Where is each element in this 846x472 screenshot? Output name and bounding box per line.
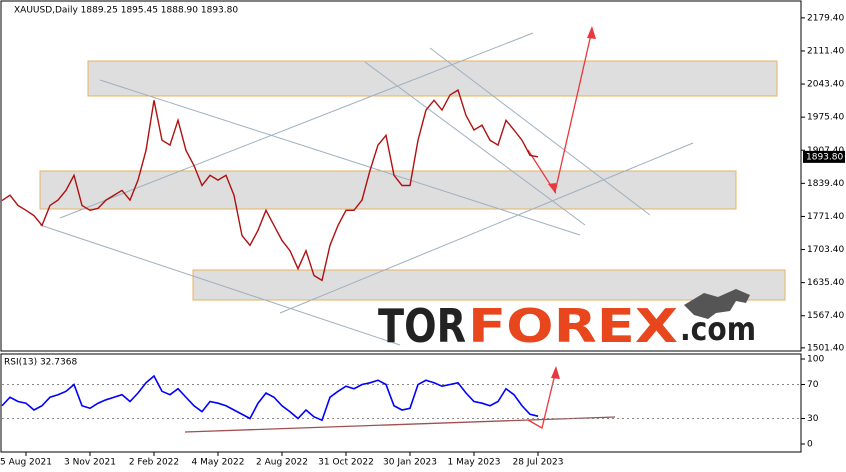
rsi-panel	[0, 353, 802, 453]
y-tick-label: 2043.40	[807, 80, 844, 90]
bull-icon	[684, 289, 750, 319]
x-tick-label: 28 Jul 2023	[513, 458, 564, 468]
support-zone	[192, 269, 786, 301]
y-tick-label: 1839.40	[807, 179, 844, 189]
y-tick-label: 1635.40	[807, 278, 844, 288]
trendline	[429, 47, 651, 216]
y-tick-label: 1975.40	[807, 113, 844, 123]
series-line	[1, 374, 539, 422]
watermark-tor: TOR	[378, 299, 466, 353]
y-tick-label: 2179.40	[807, 13, 844, 23]
rsi-support-line	[184, 416, 616, 433]
series-line	[1, 89, 539, 282]
trendline	[99, 79, 581, 236]
x-tick-label: 2 Aug 2022	[256, 458, 308, 468]
arrowhead	[551, 366, 560, 379]
rsi-forecast-arrow	[527, 369, 557, 429]
forecast-arrow	[527, 29, 593, 194]
x-tick-label: 1 May 2023	[448, 458, 501, 468]
x-tick-label: 2 Feb 2022	[129, 458, 179, 468]
x-tick-label: 30 Jan 2023	[383, 458, 437, 468]
y-tick-label: 100	[807, 354, 824, 364]
trendline	[39, 224, 401, 346]
y-tick-label: 2111.40	[807, 46, 844, 56]
trendline	[364, 61, 586, 226]
x-tick-label: 5 Aug 2021	[0, 458, 52, 468]
chart-title: XAUUSD,Daily 1889.25 1895.45 1888.90 189…	[14, 6, 238, 16]
pivot-zone	[39, 170, 737, 210]
watermark-forex: FOREX	[468, 299, 678, 353]
arrowhead	[587, 26, 596, 39]
y-tick-label: 0	[807, 440, 813, 450]
y-tick-label: 1567.40	[807, 311, 844, 321]
trendline	[279, 142, 694, 314]
last-price-box	[803, 150, 845, 163]
watermark: TOR FOREX .com	[378, 289, 756, 353]
rsi-title: RSI(13) 32.7368	[4, 358, 77, 368]
y-tick-label: 1501.40	[807, 343, 844, 353]
x-tick-label: 3 Nov 2021	[64, 458, 116, 468]
price-panel	[0, 0, 802, 352]
forecast-arrows	[184, 26, 616, 433]
x-tick-label: 4 May 2022	[192, 458, 245, 468]
trendlines	[39, 32, 694, 346]
y-tick-label: 1907.40	[807, 146, 844, 156]
y-tick-label: 70	[807, 380, 819, 390]
trendline	[59, 32, 534, 219]
y-tick-label: 1703.40	[807, 245, 844, 255]
y-tick-label: 30	[807, 414, 819, 424]
resistance-zone	[87, 60, 778, 97]
watermark-com: .com	[680, 310, 756, 348]
last-price-label: 1893.80	[806, 152, 843, 162]
y-tick-label: 1771.40	[807, 212, 844, 222]
x-tick-label: 31 Oct 2022	[318, 458, 374, 468]
arrowhead	[548, 183, 556, 194]
